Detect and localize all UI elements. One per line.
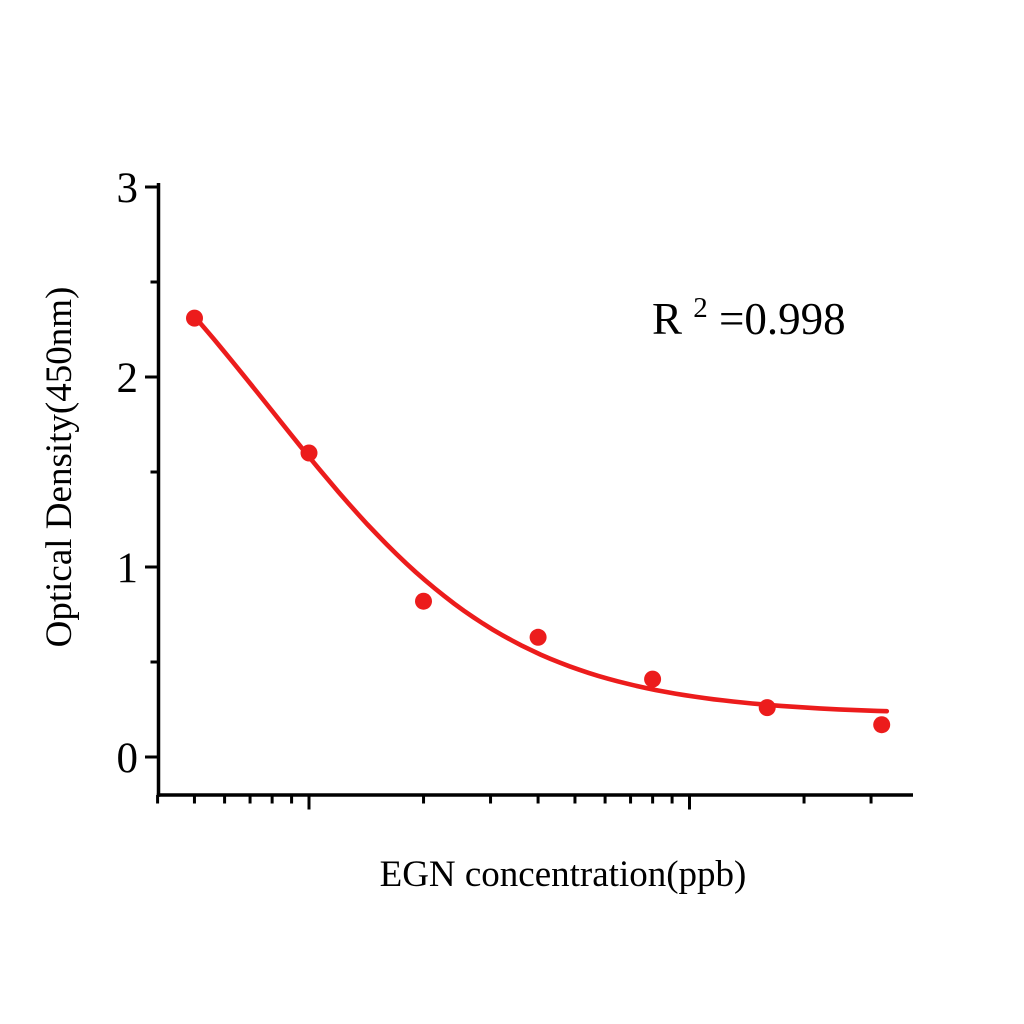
r-squared-base: R <box>652 294 682 344</box>
data-point <box>758 699 776 717</box>
y-axis-title: Optical Density(450nm) <box>39 287 80 648</box>
data-point <box>873 716 891 734</box>
data-point <box>186 309 203 327</box>
y-axis-tick-labels: 0 1 2 3 <box>117 165 139 782</box>
r-squared-annotation: R 2 =0.998 <box>652 277 846 344</box>
data-point <box>415 592 432 610</box>
data-point <box>529 628 547 646</box>
y-tick-label: 3 <box>117 165 139 212</box>
y-tick-label: 2 <box>117 355 139 402</box>
data-point <box>300 444 318 462</box>
x-axis-title: EGN concentration(ppb) <box>380 854 747 895</box>
x-axis-ticks <box>156 795 873 810</box>
r-squared-value: =0.998 <box>719 294 846 344</box>
y-tick-label: 1 <box>117 545 139 592</box>
fit-curve-path <box>192 314 890 714</box>
fitted-curve <box>192 314 890 714</box>
r-squared-superscript: 2 <box>693 292 708 324</box>
y-axis-ticks <box>145 185 159 759</box>
y-tick-label: 0 <box>117 735 139 782</box>
data-point-markers <box>186 309 891 734</box>
data-point <box>644 670 662 688</box>
